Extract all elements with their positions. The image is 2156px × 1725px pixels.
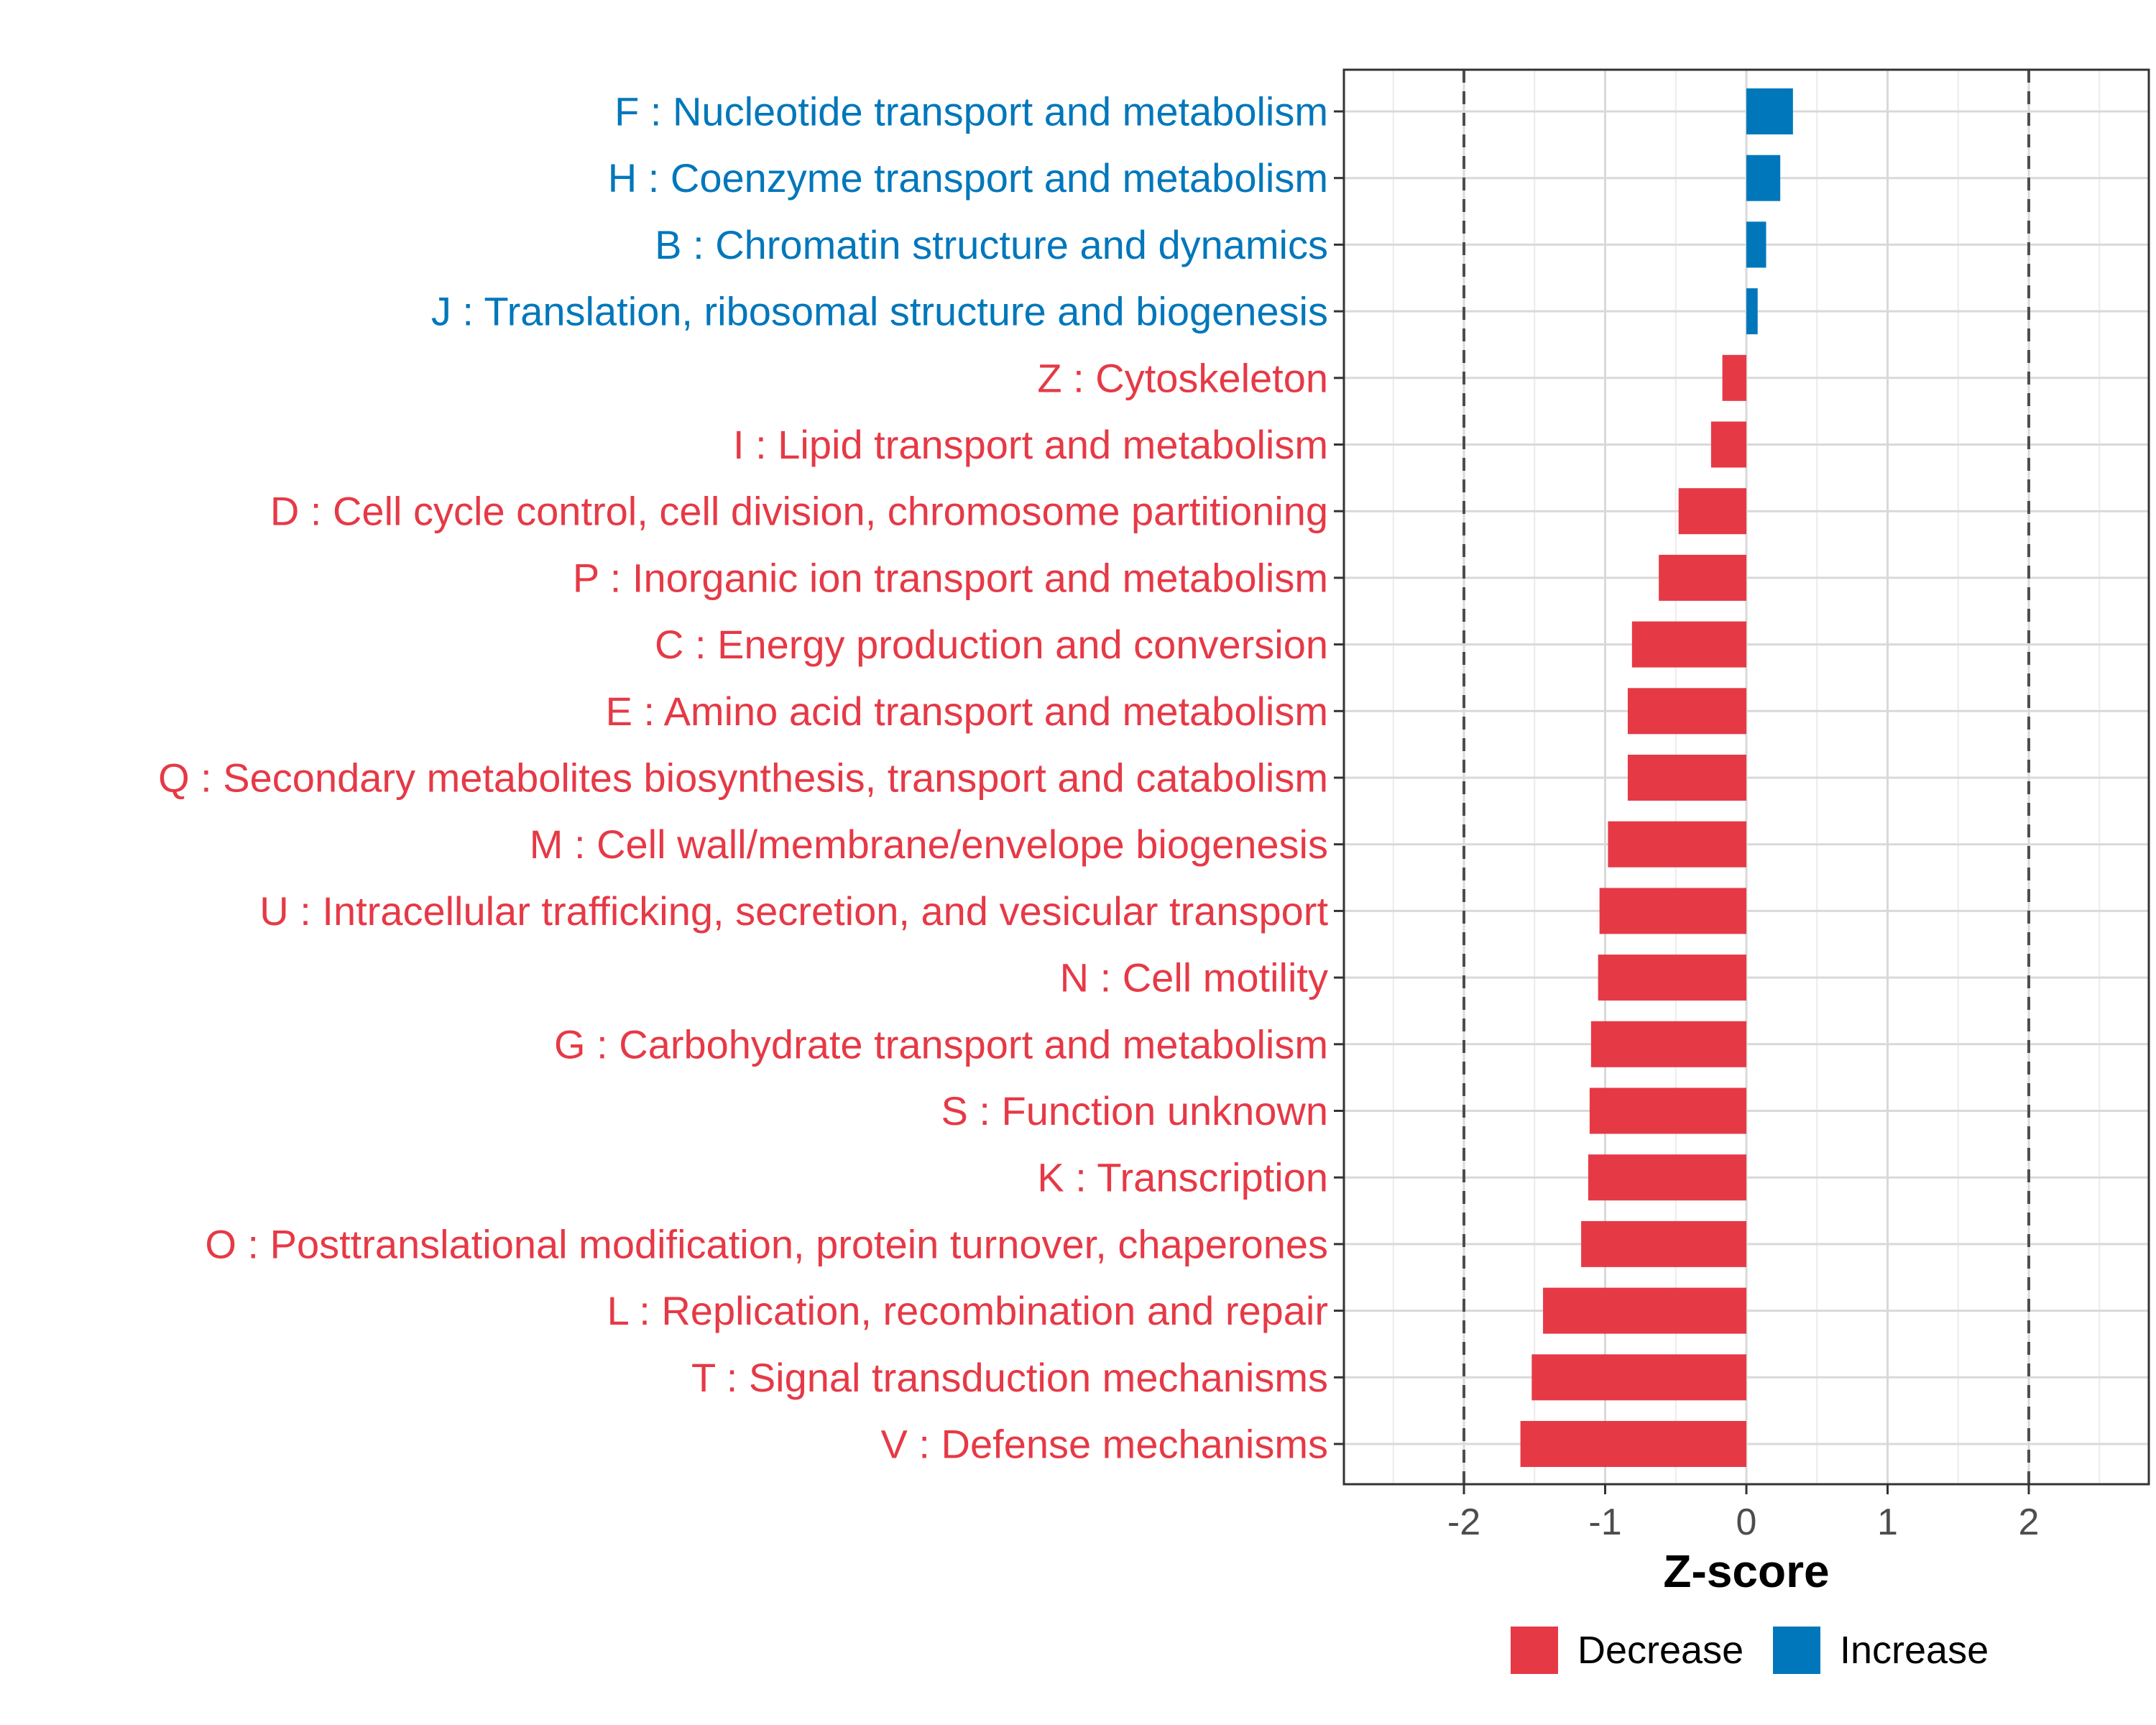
category-label: M : Cell wall/membrane/envelope biogenes… xyxy=(530,822,1328,867)
bar xyxy=(1722,354,1746,401)
category-label: U : Intracellular trafficking, secretion… xyxy=(259,888,1328,934)
category-label: Q : Secondary metabolites biosynthesis, … xyxy=(158,755,1328,801)
category-label: F : Nucleotide transport and metabolism xyxy=(614,89,1328,134)
bar xyxy=(1589,1087,1746,1134)
bar xyxy=(1608,821,1746,868)
category-label: H : Coenzyme transport and metabolism xyxy=(608,155,1328,201)
x-axis-title: Z-score xyxy=(1663,1545,1829,1597)
category-label: O : Posttranslational modification, prot… xyxy=(205,1221,1328,1266)
bar xyxy=(1543,1287,1746,1334)
bar xyxy=(1746,221,1766,268)
bar xyxy=(1598,954,1746,1001)
bar xyxy=(1590,1021,1746,1067)
bar xyxy=(1746,288,1758,335)
bar xyxy=(1659,554,1746,601)
legend-label-increase: Increase xyxy=(1840,1629,1989,1672)
category-label: G : Carbohydrate transport and metabolis… xyxy=(554,1021,1328,1067)
category-label: N : Cell motility xyxy=(1060,955,1328,1000)
bar xyxy=(1627,755,1746,801)
bar xyxy=(1627,688,1746,735)
bar xyxy=(1710,421,1746,468)
legend-key-increase xyxy=(1773,1627,1820,1674)
bar xyxy=(1581,1220,1746,1267)
x-tick-label: 2 xyxy=(2019,1501,2040,1543)
x-tick-label: -2 xyxy=(1447,1501,1480,1543)
category-label: Z : Cytoskeleton xyxy=(1037,355,1328,400)
category-label: P : Inorganic ion transport and metaboli… xyxy=(573,555,1328,600)
y-ticks xyxy=(1334,110,1344,1445)
bar xyxy=(1678,488,1746,535)
category-label: C : Energy production and conversion xyxy=(655,622,1328,667)
category-label: I : Lipid transport and metabolism xyxy=(733,422,1328,467)
bar xyxy=(1599,888,1746,934)
bar xyxy=(1531,1354,1746,1401)
bar xyxy=(1746,155,1781,201)
bar xyxy=(1520,1421,1746,1467)
category-label: K : Transcription xyxy=(1037,1155,1328,1200)
category-label: T : Signal transduction mechanisms xyxy=(691,1355,1328,1400)
category-label: D : Cell cycle control, cell division, c… xyxy=(270,489,1328,534)
category-labels: F : Nucleotide transport and metabolism H… xyxy=(158,89,1328,1467)
legend-label-decrease: Decrease xyxy=(1577,1629,1743,1672)
category-label: V : Defense mechanisms xyxy=(881,1422,1328,1467)
category-label: S : Function unknown xyxy=(941,1088,1328,1133)
x-ticks: -2 -1 0 1 2 xyxy=(1447,1484,2040,1543)
x-tick-label: 0 xyxy=(1736,1501,1757,1543)
bar xyxy=(1746,88,1793,134)
category-label: L : Replication, recombination and repai… xyxy=(607,1288,1328,1333)
bars xyxy=(1520,88,1793,1467)
bar xyxy=(1588,1154,1746,1201)
x-tick-label: 1 xyxy=(1877,1501,1898,1543)
category-label: J : Translation, ribosomal structure and… xyxy=(431,289,1328,334)
legend: Decrease Increase xyxy=(1511,1627,1989,1674)
category-label: B : Chromatin structure and dynamics xyxy=(655,222,1328,267)
bar xyxy=(1631,621,1746,668)
x-tick-label: -1 xyxy=(1588,1501,1621,1543)
legend-key-decrease xyxy=(1511,1627,1558,1674)
category-label: E : Amino acid transport and metabolism xyxy=(606,689,1328,734)
